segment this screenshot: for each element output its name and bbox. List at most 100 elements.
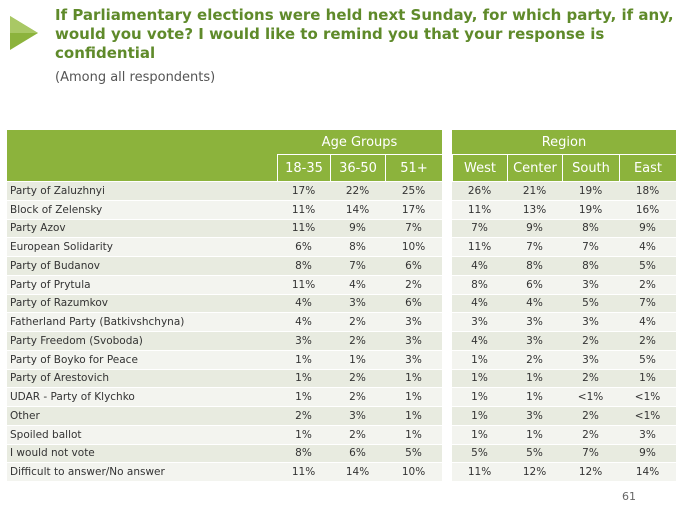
cell: 1% bbox=[507, 369, 562, 389]
column-header: East bbox=[620, 155, 676, 181]
row-label: UDAR - Party of Klychko bbox=[7, 388, 277, 407]
row-label: I would not vote bbox=[7, 444, 277, 464]
cell: 8% bbox=[452, 275, 507, 295]
cell: 2% bbox=[330, 388, 385, 407]
row-label: Block of Zelensky bbox=[7, 200, 277, 220]
cell: 10% bbox=[385, 238, 442, 257]
column-header: South bbox=[563, 155, 619, 181]
cell: 7% bbox=[562, 238, 619, 257]
cell: 12% bbox=[507, 463, 562, 482]
cell: 16% bbox=[619, 200, 676, 220]
cell: 8% bbox=[562, 257, 619, 276]
row-label: Party of Razumkov bbox=[7, 294, 277, 314]
cell: 2% bbox=[330, 332, 385, 351]
row-label: Party Azov bbox=[7, 219, 277, 239]
cell: 11% bbox=[277, 200, 330, 220]
row-label: Difficult to answer/No answer bbox=[7, 463, 277, 482]
cell: 1% bbox=[277, 350, 330, 370]
cell: 1% bbox=[385, 369, 442, 389]
cell: 4% bbox=[619, 313, 676, 332]
cell: 3% bbox=[507, 313, 562, 332]
cell: 11% bbox=[277, 463, 330, 482]
cell: 2% bbox=[562, 332, 619, 351]
row-label: Party of Prytula bbox=[7, 275, 277, 295]
cell: 17% bbox=[277, 182, 330, 201]
cell: 25% bbox=[385, 182, 442, 201]
cell: 2% bbox=[562, 407, 619, 426]
cell: 3% bbox=[562, 350, 619, 370]
cell: 1% bbox=[452, 350, 507, 370]
cell: 2% bbox=[562, 369, 619, 389]
cell: 3% bbox=[385, 332, 442, 351]
cell: <1% bbox=[619, 407, 676, 426]
cell: 4% bbox=[507, 294, 562, 314]
cell: 1% bbox=[277, 369, 330, 389]
cell: <1% bbox=[619, 388, 676, 407]
cell: 9% bbox=[330, 219, 385, 239]
cell: 3% bbox=[385, 313, 442, 332]
cell: 4% bbox=[452, 257, 507, 276]
cell: 3% bbox=[330, 294, 385, 314]
cell: 3% bbox=[562, 275, 619, 295]
cell: 17% bbox=[385, 200, 442, 220]
cell: 6% bbox=[507, 275, 562, 295]
cell: 5% bbox=[619, 257, 676, 276]
cell: 4% bbox=[330, 275, 385, 295]
row-label: Spoiled ballot bbox=[7, 425, 277, 445]
row-label: Party Freedom (Svoboda) bbox=[7, 332, 277, 351]
column-header: 18-35 bbox=[278, 155, 330, 181]
cell: 3% bbox=[385, 350, 442, 370]
row-label: Fatherland Party (Batkivshchyna) bbox=[7, 313, 277, 332]
cell: 4% bbox=[619, 238, 676, 257]
cell: 1% bbox=[385, 425, 442, 445]
cell: 6% bbox=[330, 444, 385, 464]
cell: 7% bbox=[385, 219, 442, 239]
cell: 1% bbox=[452, 425, 507, 445]
cell: 3% bbox=[330, 407, 385, 426]
row-label: European Solidarity bbox=[7, 238, 277, 257]
cell: 21% bbox=[507, 182, 562, 201]
cell: 3% bbox=[507, 332, 562, 351]
row-label: Party of Budanov bbox=[7, 257, 277, 276]
arrow-icon bbox=[10, 16, 38, 50]
cell: 1% bbox=[452, 407, 507, 426]
cell: 5% bbox=[619, 350, 676, 370]
row-label: Party of Zaluzhnyi bbox=[7, 182, 277, 201]
cell: 3% bbox=[277, 332, 330, 351]
cell: 7% bbox=[507, 238, 562, 257]
group-header: Age Groups bbox=[277, 130, 442, 154]
cell: 1% bbox=[385, 407, 442, 426]
cell: 8% bbox=[330, 238, 385, 257]
cell: 1% bbox=[277, 388, 330, 407]
cell: 3% bbox=[507, 407, 562, 426]
cell: 3% bbox=[562, 313, 619, 332]
cell: 7% bbox=[452, 219, 507, 239]
cell: 2% bbox=[507, 350, 562, 370]
cell: 3% bbox=[619, 425, 676, 445]
cell: 1% bbox=[452, 369, 507, 389]
cell: 4% bbox=[452, 294, 507, 314]
cell: 1% bbox=[507, 425, 562, 445]
cell: 7% bbox=[562, 444, 619, 464]
title: If Parliamentary elections were held nex… bbox=[55, 6, 674, 62]
cell: 1% bbox=[330, 350, 385, 370]
cell: 4% bbox=[452, 332, 507, 351]
cell: 22% bbox=[330, 182, 385, 201]
cell: 7% bbox=[330, 257, 385, 276]
cell: 11% bbox=[277, 219, 330, 239]
cell: 1% bbox=[452, 388, 507, 407]
cell: 4% bbox=[277, 294, 330, 314]
cell: 9% bbox=[619, 444, 676, 464]
cell: 2% bbox=[330, 425, 385, 445]
cell: 8% bbox=[277, 444, 330, 464]
cell: 18% bbox=[619, 182, 676, 201]
column-header: West bbox=[453, 155, 507, 181]
cell: <1% bbox=[562, 388, 619, 407]
cell: 1% bbox=[507, 388, 562, 407]
cell: 8% bbox=[277, 257, 330, 276]
cell: 14% bbox=[330, 200, 385, 220]
cell: 2% bbox=[562, 425, 619, 445]
cell: 6% bbox=[277, 238, 330, 257]
cell: 12% bbox=[562, 463, 619, 482]
group-header: Region bbox=[452, 130, 676, 154]
